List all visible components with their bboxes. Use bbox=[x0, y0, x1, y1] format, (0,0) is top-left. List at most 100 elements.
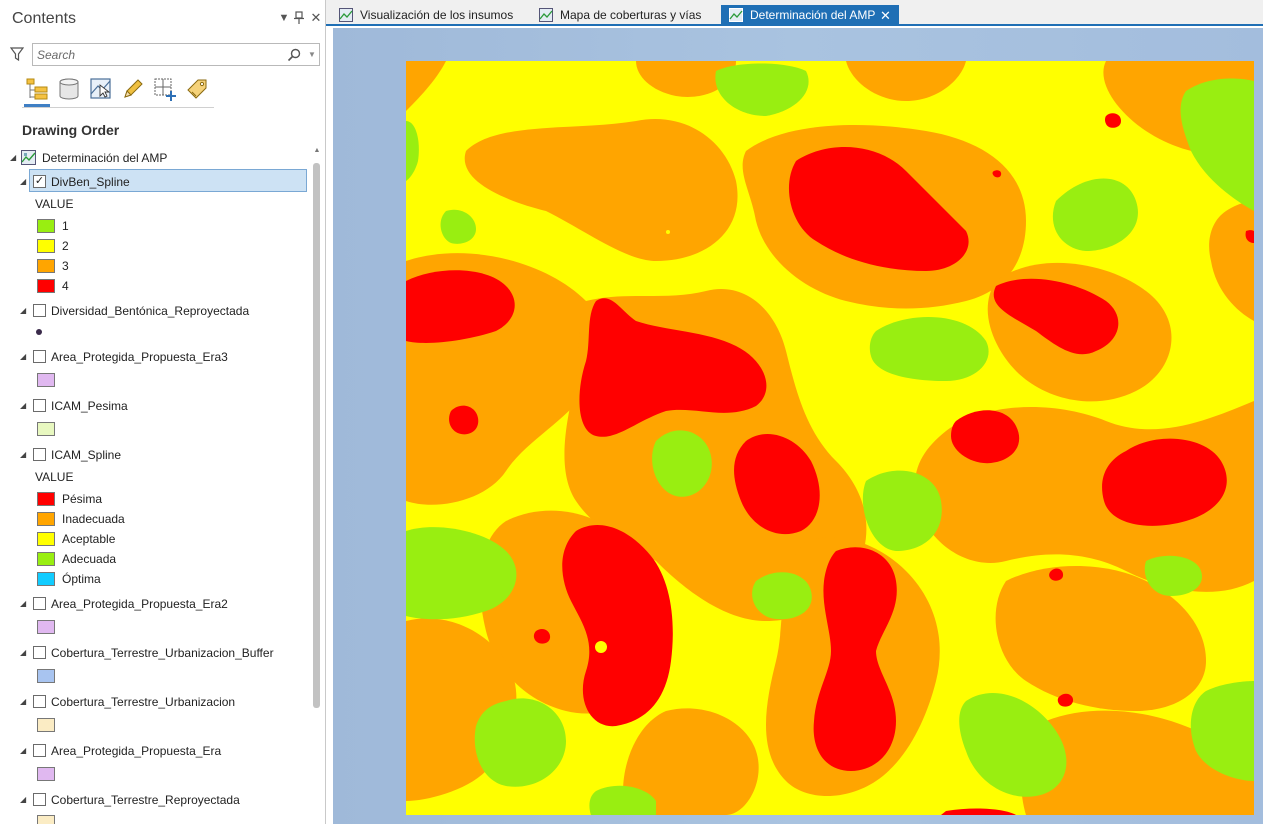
legend-class-item[interactable]: Óptima bbox=[0, 569, 310, 591]
collapse-arrow-icon[interactable]: ◢ bbox=[20, 352, 27, 361]
collapse-arrow-icon[interactable]: ◢ bbox=[20, 746, 27, 755]
layer-visibility-checkbox[interactable] bbox=[33, 646, 46, 659]
layer-urbanizacion-buffer[interactable]: ◢ Cobertura_Terrestre_Urbanizacion_Buffe… bbox=[0, 642, 310, 664]
legend-swatch bbox=[37, 259, 55, 273]
contents-scrollbar[interactable]: ▲ bbox=[311, 145, 323, 824]
legend-class-item[interactable]: 3 bbox=[0, 256, 310, 278]
search-icon[interactable] bbox=[287, 48, 301, 62]
red-region bbox=[562, 525, 673, 727]
layer-visibility-checkbox[interactable] bbox=[33, 399, 46, 412]
legend-swatch bbox=[37, 532, 55, 546]
legend-class-item[interactable]: Pésima bbox=[0, 489, 310, 511]
collapse-arrow-icon[interactable]: ◢ bbox=[20, 306, 27, 315]
polygon-symbol bbox=[37, 373, 55, 387]
legend-class-item[interactable]: 1 bbox=[0, 216, 310, 238]
polygon-symbol bbox=[37, 718, 55, 732]
layer-icam-pesima[interactable]: ◢ ICAM_Pesima bbox=[0, 395, 310, 417]
layer-area-protegida-era2[interactable]: ◢ Area_Protegida_Propuesta_Era2 bbox=[0, 593, 310, 615]
scroll-thumb[interactable] bbox=[313, 163, 320, 708]
map-name: Determinación del AMP bbox=[42, 151, 168, 165]
green-region bbox=[1190, 681, 1254, 781]
raster-class-4-regions bbox=[406, 113, 1254, 815]
list-by-snapping-icon[interactable] bbox=[152, 76, 178, 102]
layer-divben-spline-selection[interactable] bbox=[29, 169, 307, 192]
list-by-drawing-order-icon[interactable] bbox=[24, 76, 50, 102]
legend-class-label: Óptima bbox=[62, 572, 101, 586]
collapse-arrow-icon[interactable]: ◢ bbox=[20, 177, 27, 186]
layer-visibility-checkbox[interactable]: ✓ bbox=[33, 175, 46, 188]
collapse-arrow-icon[interactable]: ◢ bbox=[20, 648, 27, 657]
search-input[interactable] bbox=[37, 46, 277, 63]
orange-region bbox=[636, 61, 736, 97]
orange-region bbox=[406, 61, 446, 111]
collapse-arrow-icon[interactable]: ◢ bbox=[10, 153, 17, 162]
search-options-chevron-icon[interactable]: ▼ bbox=[308, 50, 316, 59]
close-icon[interactable]: ✕ bbox=[310, 10, 322, 25]
legend-class-item[interactable]: 2 bbox=[0, 236, 310, 258]
layer-visibility-checkbox[interactable] bbox=[33, 350, 46, 363]
layer-urbanizacion[interactable]: ◢ Cobertura_Terrestre_Urbanizacion bbox=[0, 691, 310, 713]
legend-class-label: 4 bbox=[62, 279, 69, 293]
layer-divben-spline[interactable]: ◢ ✓ DivBen_Spline bbox=[0, 171, 310, 193]
layer-visibility-checkbox[interactable] bbox=[33, 793, 46, 806]
legend-class-item[interactable]: 4 bbox=[0, 276, 310, 298]
pencil-icon[interactable] bbox=[120, 76, 146, 102]
legend-swatch bbox=[37, 279, 55, 293]
layer-name: Area_Protegida_Propuesta_Era3 bbox=[51, 350, 228, 364]
list-by-labeling-icon[interactable] bbox=[184, 76, 210, 102]
legend-class-item[interactable]: Inadecuada bbox=[0, 509, 310, 531]
map-tree-item[interactable]: ◢ Determinación del AMP bbox=[0, 147, 310, 169]
layer-visibility-checkbox[interactable] bbox=[33, 304, 46, 317]
layer-visibility-checkbox[interactable] bbox=[33, 448, 46, 461]
layer-name: ICAM_Pesima bbox=[51, 399, 128, 413]
legend-class-label: Pésima bbox=[62, 492, 103, 506]
layer-icam-spline[interactable]: ◢ ICAM_Spline bbox=[0, 444, 310, 466]
chevron-down-icon[interactable]: ▼ bbox=[278, 12, 290, 24]
green-region bbox=[862, 470, 942, 551]
legend-swatch bbox=[37, 239, 55, 253]
green-region bbox=[474, 698, 566, 787]
tab-mapa-coberturas[interactable]: Mapa de coberturas y vías bbox=[531, 5, 711, 26]
green-region bbox=[589, 785, 656, 815]
map-icon bbox=[21, 150, 36, 165]
contents-pane-header: Contents ▼ ✕ bbox=[0, 0, 325, 38]
point-symbol bbox=[36, 329, 42, 335]
layer-diversidad-bentonica[interactable]: ◢ Diversidad_Bentónica_Reproyectada bbox=[0, 300, 310, 322]
collapse-arrow-icon[interactable]: ◢ bbox=[20, 450, 27, 459]
red-region bbox=[579, 298, 767, 437]
list-by-selection-icon[interactable] bbox=[88, 76, 114, 102]
close-icon[interactable]: ✕ bbox=[880, 8, 891, 23]
scroll-up-arrow-icon[interactable]: ▲ bbox=[313, 147, 321, 154]
layer-cobertura-reproyectada[interactable]: ◢ Cobertura_Terrestre_Reproyectada bbox=[0, 789, 310, 811]
collapse-arrow-icon[interactable]: ◢ bbox=[20, 599, 27, 608]
orange-region bbox=[622, 708, 759, 815]
search-box: ▼ bbox=[32, 43, 320, 66]
tab-visualizacion-insumos[interactable]: Visualización de los insumos bbox=[331, 5, 522, 26]
layer-visibility-checkbox[interactable] bbox=[33, 695, 46, 708]
legend-class-item[interactable]: Adecuada bbox=[0, 549, 310, 571]
green-region bbox=[1144, 555, 1202, 596]
map-icon bbox=[339, 8, 353, 22]
divben-spline-raster[interactable] bbox=[406, 61, 1254, 815]
red-region bbox=[813, 547, 897, 771]
layer-visibility-checkbox[interactable] bbox=[33, 744, 46, 757]
list-by-data-source-icon[interactable] bbox=[56, 76, 82, 102]
layer-area-protegida-era3[interactable]: ◢ Area_Protegida_Propuesta_Era3 bbox=[0, 346, 310, 368]
pin-icon[interactable] bbox=[292, 11, 306, 25]
polygon-symbol bbox=[37, 815, 55, 824]
legend-swatch bbox=[37, 572, 55, 586]
collapse-arrow-icon[interactable]: ◢ bbox=[20, 795, 27, 804]
red-region bbox=[406, 270, 515, 343]
legend-class-item[interactable]: Aceptable bbox=[0, 529, 310, 551]
red-region bbox=[1105, 113, 1121, 128]
layer-area-protegida-era[interactable]: ◢ Area_Protegida_Propuesta_Era bbox=[0, 740, 310, 762]
collapse-arrow-icon[interactable]: ◢ bbox=[20, 697, 27, 706]
green-region bbox=[869, 317, 989, 381]
legend-field-header: VALUE bbox=[35, 470, 74, 484]
tab-determinacion-amp[interactable]: Determinación del AMP ✕ bbox=[721, 5, 899, 26]
collapse-arrow-icon[interactable]: ◢ bbox=[20, 401, 27, 410]
layer-visibility-checkbox[interactable] bbox=[33, 597, 46, 610]
filter-icon[interactable] bbox=[9, 46, 25, 62]
active-tool-indicator bbox=[24, 104, 50, 107]
map-view[interactable] bbox=[333, 28, 1263, 824]
